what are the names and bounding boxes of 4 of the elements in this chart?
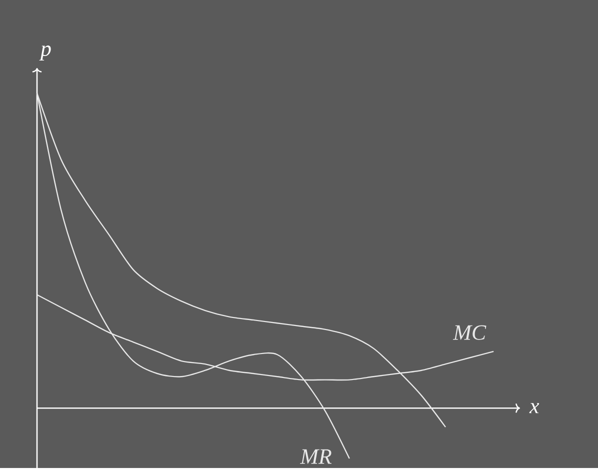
series-label: MC xyxy=(452,325,486,340)
y-axis-title: p xyxy=(39,46,51,61)
series-label: MR xyxy=(300,450,332,464)
x-axis-title: x xyxy=(529,403,540,414)
